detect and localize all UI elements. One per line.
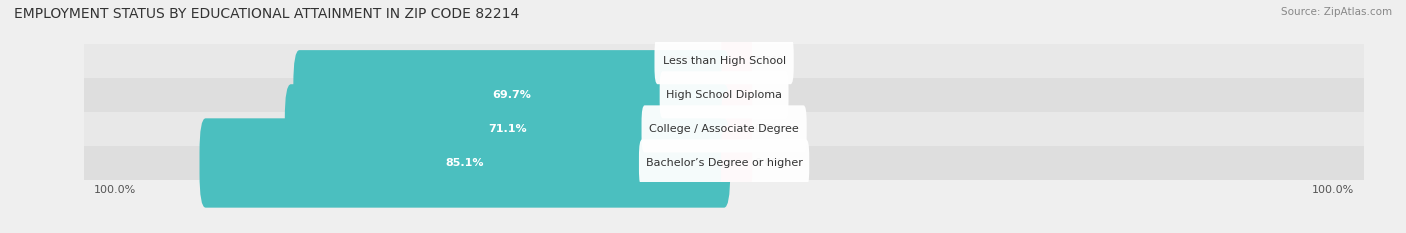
Bar bbox=[84, 78, 1364, 112]
Text: 0.0%: 0.0% bbox=[755, 56, 783, 66]
Text: 0.0%: 0.0% bbox=[668, 56, 697, 66]
Text: 85.1%: 85.1% bbox=[446, 158, 484, 168]
Text: 0.0%: 0.0% bbox=[755, 158, 783, 168]
Text: 0.0%: 0.0% bbox=[755, 124, 783, 134]
Text: Less than High School: Less than High School bbox=[662, 56, 786, 66]
Text: 0.0%: 0.0% bbox=[755, 90, 783, 100]
Text: Bachelor’s Degree or higher: Bachelor’s Degree or higher bbox=[645, 158, 803, 168]
Text: College / Associate Degree: College / Associate Degree bbox=[650, 124, 799, 134]
FancyBboxPatch shape bbox=[200, 118, 730, 208]
FancyBboxPatch shape bbox=[659, 71, 789, 118]
FancyBboxPatch shape bbox=[721, 57, 752, 133]
FancyBboxPatch shape bbox=[721, 125, 752, 201]
FancyBboxPatch shape bbox=[638, 140, 810, 186]
Bar bbox=[84, 112, 1364, 146]
Bar bbox=[84, 44, 1364, 78]
Text: High School Diploma: High School Diploma bbox=[666, 90, 782, 100]
FancyBboxPatch shape bbox=[654, 37, 794, 84]
FancyBboxPatch shape bbox=[294, 50, 730, 140]
Text: EMPLOYMENT STATUS BY EDUCATIONAL ATTAINMENT IN ZIP CODE 82214: EMPLOYMENT STATUS BY EDUCATIONAL ATTAINM… bbox=[14, 7, 519, 21]
FancyBboxPatch shape bbox=[641, 105, 807, 152]
FancyBboxPatch shape bbox=[721, 23, 752, 99]
FancyBboxPatch shape bbox=[721, 91, 752, 167]
FancyBboxPatch shape bbox=[285, 84, 730, 174]
Text: 69.7%: 69.7% bbox=[492, 90, 531, 100]
Text: 71.1%: 71.1% bbox=[488, 124, 527, 134]
Bar bbox=[84, 146, 1364, 180]
Text: Source: ZipAtlas.com: Source: ZipAtlas.com bbox=[1281, 7, 1392, 17]
